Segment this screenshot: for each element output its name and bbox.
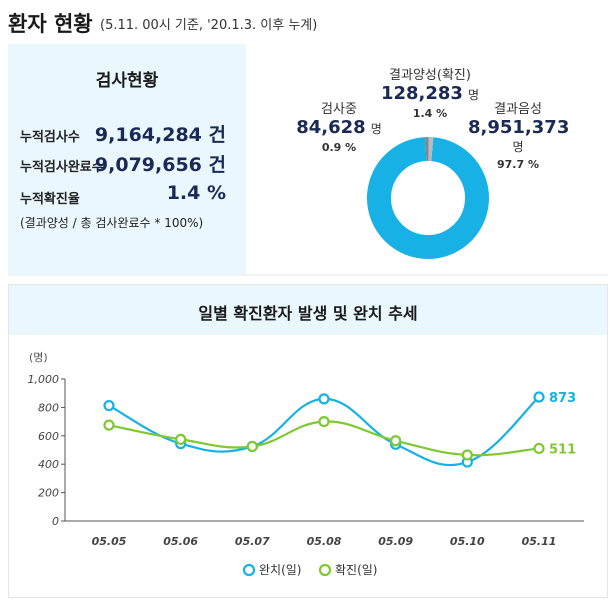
- data-point: [533, 391, 545, 403]
- daily-trend-title: 일별 확진환자 발생 및 완치 추세: [198, 304, 418, 323]
- positive-rate-formula-note: (결과양성 / 총 검사완료수 * 100%): [20, 216, 204, 230]
- stat-row-total-tests: 누적검사수 9,164,284 건: [20, 120, 238, 146]
- data-point: [533, 442, 545, 455]
- test-status-title: 검사현황: [95, 71, 159, 91]
- donut-label-percent: 97.7 %: [497, 158, 539, 171]
- data-point: [246, 440, 258, 453]
- series-end-label: 511: [549, 442, 576, 457]
- y-tick-label: 600: [38, 430, 59, 443]
- data-point: [318, 415, 330, 428]
- donut-label-positive: 결과양성(확진) 128,283 명 1.4 %: [380, 64, 480, 120]
- data-point: [390, 435, 402, 447]
- y-tick-label: 1,000: [28, 373, 60, 386]
- donut-label-name: 결과음성: [494, 102, 542, 117]
- stat-label: 누적확진율: [20, 192, 80, 207]
- donut-label-unit: 명: [468, 88, 480, 102]
- page-header: 환자 현황 (5.11. 00시 기준, '20.1.3. 이후 누계): [0, 0, 613, 42]
- x-tick-label: 05.05: [92, 535, 127, 548]
- stat-label: 누적검사완료수: [20, 160, 104, 175]
- daily-trend-header: 일별 확진환자 발생 및 완치 추세: [9, 285, 607, 335]
- daily-trend-panel: 일별 확진환자 발생 및 완치 추세 (명) 0 200 400 600 800 1,00…: [8, 284, 608, 598]
- test-result-donut-chart: [367, 137, 489, 259]
- data-point: [103, 419, 115, 431]
- x-tick-label: 05.11: [522, 535, 557, 548]
- donut-label-negative: 결과음성 8,951,373 명 97.7 %: [468, 98, 570, 171]
- donut-label-percent: 1.4 %: [412, 107, 448, 120]
- data-point: [318, 393, 330, 405]
- stat-value: 1.4 %: [166, 182, 226, 204]
- stat-value: 9,164,284 건: [94, 124, 226, 146]
- x-tick-label: 05.08: [307, 535, 342, 548]
- x-tick-label: 05.07: [235, 535, 270, 548]
- page-title: 환자 현황: [8, 12, 93, 36]
- donut-label-value: 84,628: [296, 117, 366, 138]
- test-status-panel: 검사현황 누적검사수 9,164,284 건 누적검사완료수 9,079,656…: [8, 44, 246, 274]
- y-axis-unit-label: (명): [29, 351, 48, 364]
- donut-label-name: 결과양성(확진): [389, 68, 471, 83]
- donut-label-value: 8,951,373: [468, 117, 570, 138]
- stat-row-positive-rate: 누적확진율 1.4 %: [20, 182, 238, 208]
- x-tick-label: 05.06: [163, 535, 198, 548]
- test-result-donut-panel: 결과양성(확진) 128,283 명 1.4 % 검사중 84,628 명 0.…: [246, 44, 608, 274]
- data-point: [103, 399, 115, 412]
- x-tick-label: 05.10: [450, 535, 485, 548]
- donut-label-testing: 검사중 84,628 명 0.9 %: [294, 98, 384, 154]
- legend-marker: [318, 563, 332, 577]
- data-point: [461, 449, 473, 461]
- y-tick-label: 0: [52, 515, 59, 528]
- legend-label: 확진(일): [335, 563, 377, 577]
- legend-marker: [242, 563, 256, 577]
- data-point: [175, 433, 187, 445]
- donut-label-name: 검사중: [321, 102, 357, 117]
- donut-label-percent: 0.9 %: [321, 141, 357, 154]
- donut-label-value: 128,283: [380, 83, 463, 104]
- series-end-label: 873: [549, 391, 576, 406]
- donut-label-unit: 명: [370, 122, 382, 136]
- donut-label-unit: 명: [512, 140, 524, 154]
- legend-label: 완치(일): [259, 563, 301, 577]
- donut-slice-negative: [367, 137, 489, 259]
- y-tick-label: 400: [38, 458, 59, 471]
- stat-row-completed-tests: 누적검사완료수 9,079,656 건: [20, 150, 238, 176]
- daily-trend-line-chart: (명) 0 200 400 600 800 1,000 05.05 05.06 05.07 05.…: [28, 351, 584, 577]
- stat-value: 9,079,656 건: [94, 154, 226, 176]
- y-tick-label: 800: [38, 401, 59, 414]
- y-tick-label: 200: [38, 487, 59, 500]
- x-tick-label: 05.09: [378, 535, 413, 548]
- page-subtitle: (5.11. 00시 기준, '20.1.3. 이후 누계): [100, 18, 318, 33]
- stat-label: 누적검사수: [20, 130, 80, 145]
